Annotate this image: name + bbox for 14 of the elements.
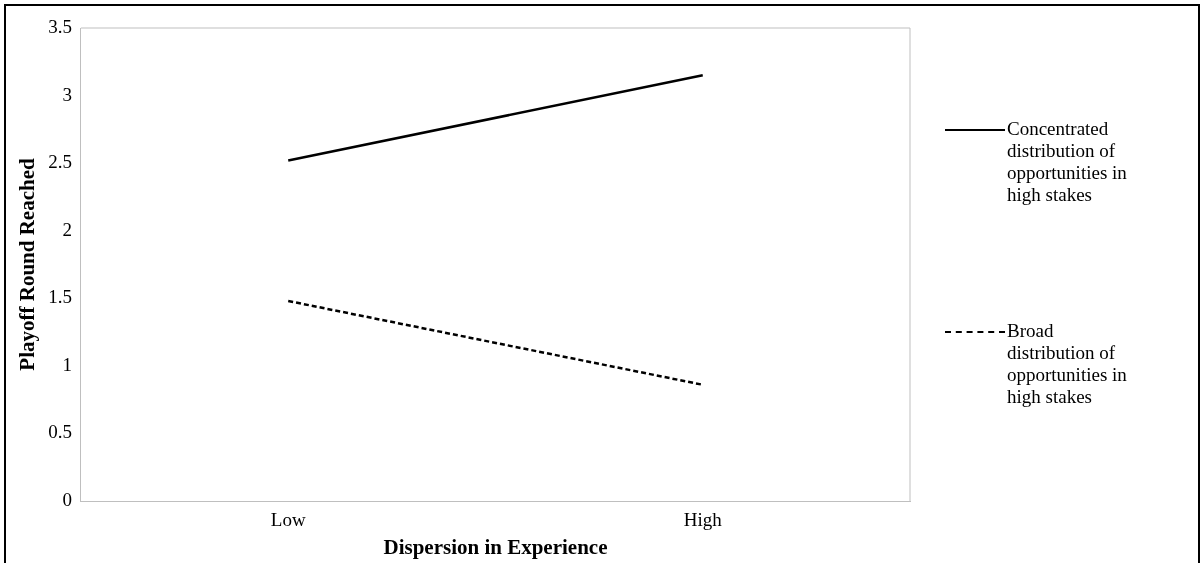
y-tick-label: 3.5: [48, 15, 72, 37]
y-tick-label: 1: [62, 353, 72, 375]
y-tick-label: 3: [62, 83, 72, 105]
y-axis-title: Playoff Round Reached: [15, 158, 40, 371]
y-tick-label: 1.5: [48, 286, 72, 308]
legend-label: Concentrated distribution of opportunities in high stakes: [1007, 118, 1128, 206]
y-tick-label: 0.5: [48, 421, 72, 443]
x-tick-label: Low: [270, 509, 306, 531]
x-axis-title: Dispersion in Experience: [383, 534, 608, 559]
legend-label: Broad distribution of opportunities in high stakes: [1007, 320, 1128, 408]
y-tick-label: 0: [62, 488, 72, 510]
y-tick-label: 2.5: [48, 151, 72, 173]
x-tick-label: High: [683, 509, 723, 531]
y-tick-label: 2: [62, 218, 72, 240]
